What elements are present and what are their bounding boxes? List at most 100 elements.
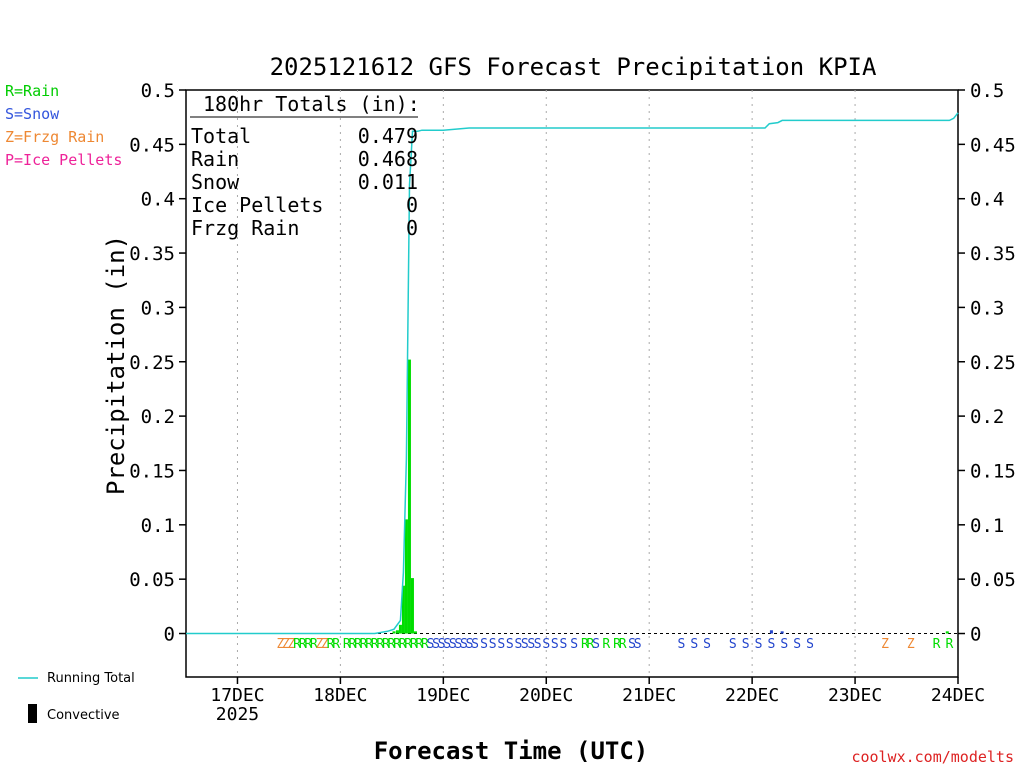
ptype-marker: R <box>619 637 627 652</box>
ptype-marker: S <box>742 637 750 652</box>
precip-bar <box>395 630 399 634</box>
ptype-marker: S <box>768 637 776 652</box>
precip-bar <box>780 631 784 634</box>
totals-row-value: 0.468 <box>358 147 418 171</box>
ptype-marker: S <box>703 637 711 652</box>
ptype-marker: S <box>449 637 457 652</box>
ptype-marker: S <box>438 637 446 652</box>
x-tick-label: 23DEC <box>828 685 882 706</box>
y-tick-label-left: 0 <box>164 624 175 646</box>
grid-lines <box>236 90 856 677</box>
totals-row-label: Rain <box>191 147 239 171</box>
totals-row-value: 0 <box>406 193 418 217</box>
y-tick-label-left: 0.3 <box>141 297 175 319</box>
x-axis-label: Forecast Time (UTC) <box>374 737 649 765</box>
totals-row-label: Frzg Rain <box>191 216 299 240</box>
totals-row-value: 0.011 <box>358 170 418 194</box>
y-axis-left: 0 0.05 0.1 0.15 0.2 0.25 0.3 0.35 0.4 0.45 0.5 <box>129 80 186 646</box>
ptype-marker: S <box>443 637 451 652</box>
y-tick-label-left: 0.5 <box>141 80 175 102</box>
ptype-marker: S <box>489 637 497 652</box>
y-axis-label: Precipitation (in) <box>102 235 130 495</box>
ptype-marker: R <box>360 637 368 652</box>
ptype-marker: R <box>404 637 412 652</box>
ptype-marker: S <box>560 637 568 652</box>
x-tick-label: 19DEC <box>416 685 470 706</box>
precip-bar <box>769 630 773 634</box>
x-tick-label: 17DEC <box>210 685 264 706</box>
precip-bar <box>401 585 405 634</box>
totals-row-label: Total <box>191 124 251 148</box>
x-tick-label: 18DEC <box>313 685 367 706</box>
y-tick-label-right: 0.3 <box>970 297 1004 319</box>
y-tick-label-right: 0.1 <box>970 515 1004 537</box>
precip-bar <box>945 631 949 634</box>
ptype-marker: Z <box>282 637 290 652</box>
totals-header: 180hr Totals (in): <box>203 92 420 116</box>
ptype-marker: R <box>299 637 307 652</box>
precip-bar <box>398 624 402 634</box>
ptype-marker: S <box>466 637 474 652</box>
ptype-marker: Z <box>276 637 284 652</box>
y-tick-label-right: 0 <box>970 624 981 646</box>
y-tick-label-right: 0.35 <box>970 243 1016 265</box>
precip-bar <box>404 519 408 634</box>
ptype-marker: R <box>348 637 356 652</box>
ptype-marker: Z <box>288 637 296 652</box>
ptype-marker: S <box>471 637 479 652</box>
ptype-legend-entry: S=Snow <box>5 105 60 123</box>
convective-legend: Convective <box>28 704 120 723</box>
y-tick-label-right: 0.2 <box>970 406 1004 428</box>
ptype-marker: S <box>806 637 814 652</box>
ptype-marker: S <box>755 637 763 652</box>
totals-row-label: Snow <box>191 170 240 194</box>
ptype-marker: R <box>388 637 396 652</box>
totals-row-value: 0.479 <box>358 124 418 148</box>
x-tick-label: 20DEC <box>519 685 573 706</box>
ptype-marker: S <box>690 637 698 652</box>
ptype-marker: S <box>570 637 578 652</box>
ptype-marker: S <box>534 637 542 652</box>
ptype-marker: Z <box>881 637 889 652</box>
ptype-marker: R <box>304 637 312 652</box>
y-tick-label-right: 0.5 <box>970 80 1004 102</box>
running-total-line <box>186 112 959 635</box>
ptype-marker: R <box>587 637 595 652</box>
ptype-marker: R <box>382 637 390 652</box>
x-tick-label: 22DEC <box>725 685 779 706</box>
ptype-marker: R <box>354 637 362 652</box>
ptype-marker: Z <box>907 637 915 652</box>
ptype-marker: R <box>343 637 351 652</box>
ptype-marker: R <box>293 637 301 652</box>
ptype-marker: R <box>410 637 418 652</box>
ptype-marker: S <box>480 637 488 652</box>
ptype-marker: S <box>542 637 550 652</box>
x-tick-sublabel: 2025 <box>216 704 259 725</box>
ptype-marker: S <box>592 637 600 652</box>
y-tick-label-right: 0.4 <box>970 189 1004 211</box>
y-tick-label-left: 0.05 <box>129 569 175 591</box>
y-axis-right: 0 0.05 0.1 0.15 0.2 0.25 0.3 0.35 0.4 0.45 0.5 <box>958 80 1016 646</box>
y-tick-label-left: 0.15 <box>129 460 175 482</box>
ptype-marker: R <box>376 637 384 652</box>
ptype-marker: S <box>780 637 788 652</box>
ptype-legend-entry: R=Rain <box>5 82 59 100</box>
ptype-marker: S <box>460 637 468 652</box>
y-tick-label-left: 0.45 <box>129 134 175 156</box>
precip-bar <box>392 631 396 634</box>
ptype-marker: R <box>310 637 318 652</box>
ptype-marker: S <box>527 637 535 652</box>
x-tick-label: 24DEC <box>931 685 985 706</box>
y-tick-label-right: 0.05 <box>970 569 1016 591</box>
ptype-marker: S <box>729 637 737 652</box>
ptype-legend-entry: P=Ice Pellets <box>5 151 122 169</box>
precip-bar <box>410 578 414 634</box>
ptype-marker: R <box>327 637 335 652</box>
ptype-marker: R <box>371 637 379 652</box>
running-total-legend-label: Running Total <box>47 671 135 686</box>
totals-row-label: Ice Pellets <box>191 193 323 217</box>
ptype-marker: R <box>415 637 423 652</box>
y-tick-label-right: 0.15 <box>970 460 1016 482</box>
running-total-legend: Running Total <box>18 671 135 686</box>
